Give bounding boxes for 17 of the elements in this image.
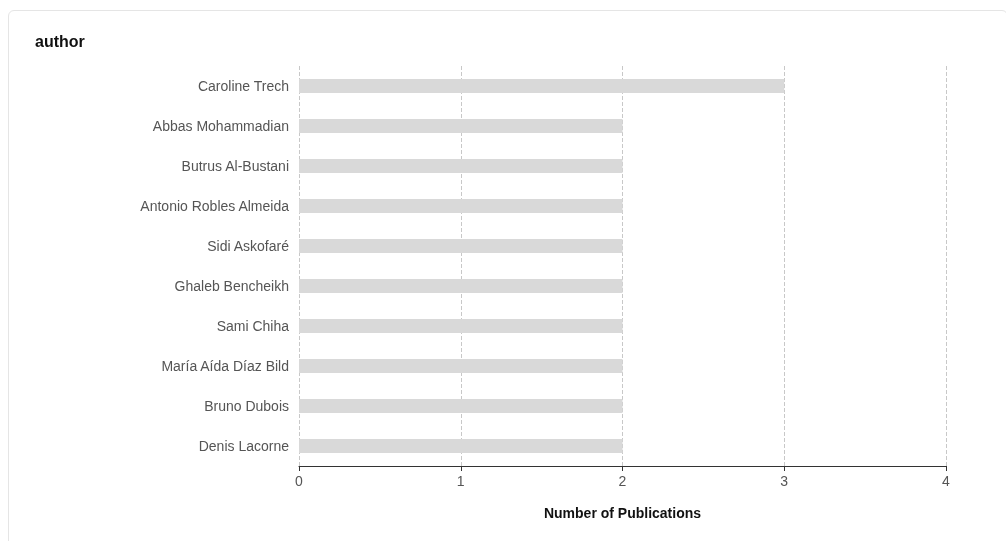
x-axis-title: Number of Publications — [543, 505, 702, 521]
y-tick-label: Denis Lacorne — [198, 438, 290, 454]
y-tick-label: Sidi Askofaré — [207, 238, 290, 254]
y-tick-label: Ghaleb Bencheikh — [174, 278, 289, 294]
y-tick-label: Abbas Mohammadian — [152, 118, 289, 134]
x-tick-label: 0 — [295, 473, 304, 489]
x-tick-label: 1 — [456, 473, 465, 489]
y-tick-label: Bruno Dubois — [204, 398, 289, 414]
x-tick-label: 3 — [780, 473, 789, 489]
text: author — [35, 32, 85, 50]
x-tick-label: 4 — [942, 473, 951, 489]
y-tick-label: Butrus Al-Bustani — [181, 158, 289, 174]
y-tick-label: Caroline Trech — [197, 78, 289, 94]
x-tick-label: 2 — [618, 473, 627, 489]
y-tick-label: Sami Chiha — [216, 318, 290, 334]
y-tick-label: María Aída Díaz Bild — [161, 358, 289, 374]
y-tick-label: Antonio Robles Almeida — [140, 198, 290, 214]
